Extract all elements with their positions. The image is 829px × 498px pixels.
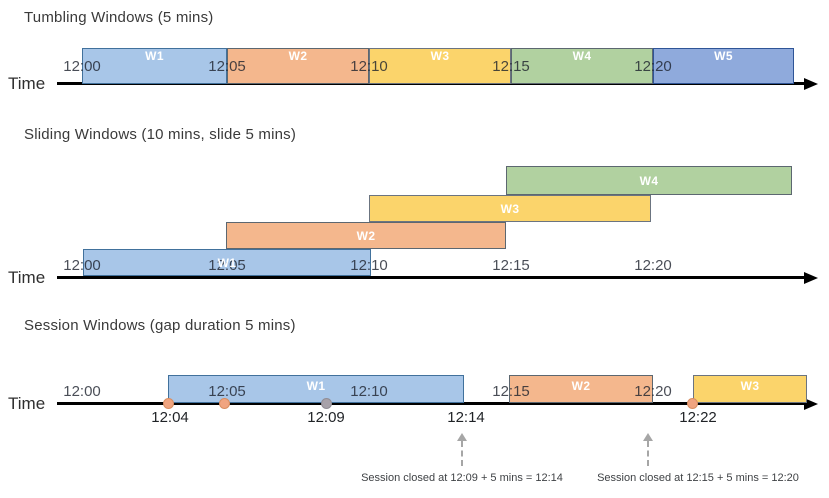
session-window-box-w1 [168, 375, 464, 403]
session-close-arrow-head-icon-2 [643, 433, 653, 441]
sliding-window-label-w2: W2 [356, 228, 376, 243]
tumbling-window-box-w1 [82, 48, 227, 84]
tumbling-tick-label-12-20: 12:20 [634, 58, 672, 75]
session-close-annotation-1: Session closed at 12:09 + 5 mins = 12:14 [361, 472, 563, 484]
sliding-tick-label-12-15: 12:15 [492, 257, 530, 274]
event-time-label-12-14: 12:14 [447, 409, 485, 426]
event-time-label-12-09: 12:09 [307, 409, 345, 426]
session-close-arrow-line-2 [647, 441, 649, 466]
tumbling-tick-label-12-10: 12:10 [350, 58, 388, 75]
event-time-label-12-22: 12:22 [679, 409, 717, 426]
tumbling-axis-arrowhead-icon [804, 77, 818, 90]
event-dot-12-04 [162, 398, 174, 409]
time-axis-label-session: Time [8, 394, 46, 413]
tumbling-section-title: Tumbling Windows (5 mins) [24, 9, 214, 26]
sliding-section-title: Sliding Windows (10 mins, slide 5 mins) [24, 126, 297, 143]
sliding-time-axis [57, 276, 804, 279]
session-tick-label-12-05: 12:05 [208, 383, 246, 400]
session-tick-label-12-15: 12:15 [492, 383, 530, 400]
event-dot-12-22 [686, 398, 698, 409]
sliding-window-box-w3 [369, 195, 651, 222]
sliding-window-box-w4 [506, 166, 792, 195]
sliding-tick-label-12-05: 12:05 [208, 257, 246, 274]
tumbling-tick-label-12-00: 12:00 [63, 58, 101, 75]
session-tick-label-12-20: 12:20 [634, 383, 672, 400]
session-window-label-w1: W1 [306, 379, 326, 393]
tumbling-window-label-w4: W4 [572, 49, 592, 63]
event-dot-12-09 [320, 398, 332, 409]
session-window-label-w2: W2 [571, 379, 591, 393]
sliding-window-box-w1 [83, 249, 371, 276]
sliding-window-label-w1: W1 [217, 255, 237, 270]
session-window-box-w2 [509, 375, 653, 403]
session-tick-label-12-00: 12:00 [63, 383, 101, 400]
tumbling-tick-label-12-15: 12:15 [492, 58, 530, 75]
tumbling-window-box-w5 [653, 48, 794, 84]
session-time-axis [57, 402, 804, 405]
sliding-tick-label-12-00: 12:00 [63, 257, 101, 274]
tumbling-window-box-w4 [511, 48, 653, 84]
tumbling-window-box-w2 [227, 48, 369, 84]
session-window-box-w3 [693, 375, 807, 403]
tumbling-window-label-w1: W1 [145, 49, 164, 63]
time-axis-label-sliding: Time [8, 268, 46, 287]
sliding-axis-arrowhead-icon [804, 271, 818, 284]
session-close-annotation-2: Session closed at 12:15 + 5 mins = 12:20 [597, 472, 799, 484]
session-close-arrow-head-icon-1 [457, 433, 467, 441]
session-close-arrow-line-1 [461, 441, 463, 466]
session-axis-arrowhead-icon [804, 397, 818, 410]
time-axis-label-tumbling: Time [8, 74, 46, 93]
sliding-window-label-w4: W4 [639, 173, 659, 188]
tumbling-window-box-w3 [369, 48, 511, 84]
session-section-title: Session Windows (gap duration 5 mins) [24, 317, 296, 334]
session-window-label-w3: W3 [740, 379, 760, 393]
tumbling-window-label-w5: W5 [714, 49, 733, 63]
tumbling-window-label-w3: W3 [430, 49, 450, 63]
sliding-tick-label-12-10: 12:10 [350, 257, 388, 274]
session-tick-label-12-10: 12:10 [350, 383, 388, 400]
event-dot-unlabeled [218, 398, 230, 409]
tumbling-tick-label-12-05: 12:05 [208, 58, 246, 75]
tumbling-window-label-w2: W2 [288, 49, 308, 63]
sliding-window-box-w2 [226, 222, 506, 249]
sliding-window-label-w3: W3 [500, 201, 520, 216]
sliding-tick-label-12-20: 12:20 [634, 257, 672, 274]
event-time-label-12-04: 12:04 [151, 409, 189, 426]
